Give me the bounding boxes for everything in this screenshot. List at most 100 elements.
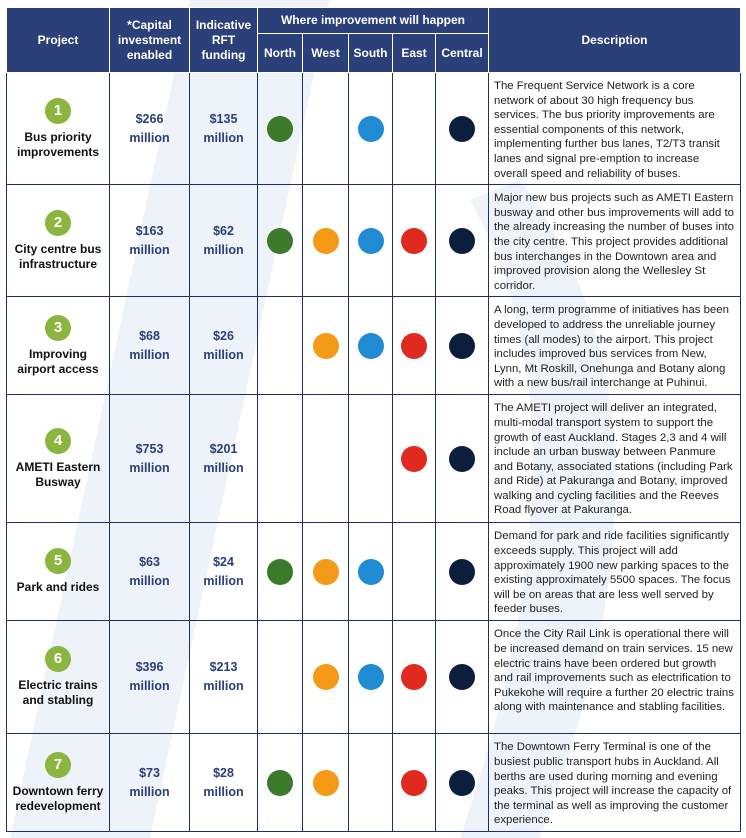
region-dot-central xyxy=(449,558,475,585)
region-dot-central xyxy=(449,769,475,796)
region-dot-central xyxy=(449,227,475,254)
region-cell-west xyxy=(302,184,349,298)
rft-amount: $213 xyxy=(209,660,238,675)
region-cell-west xyxy=(302,733,349,832)
capital-amount: $266 xyxy=(135,111,164,126)
capital-cell: $753 million xyxy=(109,394,190,524)
region-dot-west xyxy=(312,664,339,691)
region-dot-south xyxy=(357,115,384,142)
region-cell-east xyxy=(392,733,436,832)
region-dot-south xyxy=(357,558,384,585)
project-name: Park and rides xyxy=(16,580,100,595)
region-cell-south xyxy=(348,394,393,524)
header-where: Where improvement will happen xyxy=(256,7,490,34)
region-cell-south xyxy=(348,184,393,298)
project-cell: 5 Park and rides xyxy=(6,522,110,622)
region-cell-north xyxy=(257,296,303,396)
project-cell: 4 AMETI Eastern Busway xyxy=(6,394,110,524)
project-cell: 2 City centre bus infrastructure xyxy=(6,184,110,298)
header-south: South xyxy=(348,33,393,73)
table-body: 1 Bus priority improvements $266 million $13… xyxy=(6,71,742,832)
region-dot-north xyxy=(267,115,293,142)
capital-unit: million xyxy=(129,784,170,799)
region-cell-south xyxy=(348,522,393,622)
region-cell-east xyxy=(392,71,436,186)
table-row: 2 City centre bus infrastructure $163 milli… xyxy=(6,184,742,298)
rft-unit: million xyxy=(203,460,244,475)
region-cell-north xyxy=(257,184,303,298)
capital-cell: $73 million xyxy=(109,733,190,832)
region-cell-north xyxy=(257,522,303,622)
project-cell: 7 Downtown ferry redevelopment xyxy=(6,733,110,832)
project-name: Improving airport access xyxy=(17,346,99,376)
capital-cell: $266 million xyxy=(109,71,190,186)
project-name: City centre bus infrastructure xyxy=(14,241,102,271)
capital-cell: $68 million xyxy=(109,296,190,396)
region-dot-west xyxy=(312,769,339,796)
header-east: East xyxy=(392,33,436,73)
capital-amount: $73 xyxy=(139,765,160,780)
region-cell-east xyxy=(392,296,436,396)
region-cell-west xyxy=(302,71,349,186)
region-cell-central xyxy=(434,394,490,524)
region-cell-west xyxy=(302,394,349,524)
table-row: 1 Bus priority improvements $266 million $13… xyxy=(6,71,742,186)
description-cell: The Downtown Ferry Terminal is one of th… xyxy=(488,733,742,832)
project-number-badge: 2 xyxy=(45,209,71,236)
region-dot-west xyxy=(312,332,339,359)
region-dot-north xyxy=(267,769,293,796)
region-dot-south xyxy=(357,227,384,254)
rft-cell: $201 million xyxy=(189,394,258,524)
rft-unit: million xyxy=(203,347,244,362)
description-cell: A long, term programme of initiatives ha… xyxy=(488,296,742,396)
description-cell: The Frequent Service Network is a core n… xyxy=(488,71,742,186)
rft-unit: million xyxy=(203,130,244,145)
project-number-badge: 1 xyxy=(45,97,71,124)
region-cell-west xyxy=(302,522,349,622)
region-cell-north xyxy=(257,733,303,832)
region-cell-central xyxy=(434,296,490,396)
capital-amount: $396 xyxy=(135,660,164,675)
region-cell-south xyxy=(348,620,393,735)
region-cell-central xyxy=(434,733,490,832)
project-cell: 6 Electric trains and stabling xyxy=(6,620,110,735)
region-cell-south xyxy=(348,296,393,396)
projects-table: Project *Capital investment enabled Indi… xyxy=(6,7,742,832)
capital-cell: $396 million xyxy=(109,620,190,735)
rft-cell: $135 million xyxy=(189,71,258,186)
region-cell-central xyxy=(434,522,490,622)
rft-amount: $62 xyxy=(213,223,234,238)
capital-unit: million xyxy=(129,242,170,257)
region-cell-west xyxy=(302,620,349,735)
table-row: 4 AMETI Eastern Busway $753 million $201 mill… xyxy=(6,394,742,524)
region-dot-east xyxy=(401,664,427,691)
capital-amount: $63 xyxy=(139,554,160,569)
project-name: Electric trains and stabling xyxy=(18,678,98,708)
region-cell-west xyxy=(302,296,349,396)
header-subrow: North West South East Central xyxy=(7,33,741,73)
header-north: North xyxy=(257,33,303,73)
region-dot-east xyxy=(401,332,427,359)
header-rft: Indicative RFT funding xyxy=(189,7,258,73)
region-cell-east xyxy=(392,184,436,298)
region-cell-east xyxy=(392,394,436,524)
project-number-badge: 6 xyxy=(45,646,71,673)
rft-cell: $24 million xyxy=(189,522,258,622)
region-dot-central xyxy=(449,332,475,359)
header-central: Central xyxy=(434,33,490,73)
region-dot-north xyxy=(267,227,293,254)
header-project: Project xyxy=(6,7,110,73)
region-cell-south xyxy=(348,71,393,186)
region-dot-north xyxy=(267,558,293,585)
header-description: Description xyxy=(488,7,742,73)
rft-cell: $28 million xyxy=(189,733,258,832)
capital-unit: million xyxy=(129,460,170,475)
region-cell-east xyxy=(392,620,436,735)
region-cell-central xyxy=(434,71,490,186)
rft-amount: $201 xyxy=(209,441,238,456)
region-cell-central xyxy=(434,620,490,735)
project-number-badge: 3 xyxy=(45,314,71,341)
project-cell: 1 Bus priority improvements xyxy=(6,71,110,186)
capital-amount: $163 xyxy=(135,223,164,238)
capital-unit: million xyxy=(129,347,170,362)
